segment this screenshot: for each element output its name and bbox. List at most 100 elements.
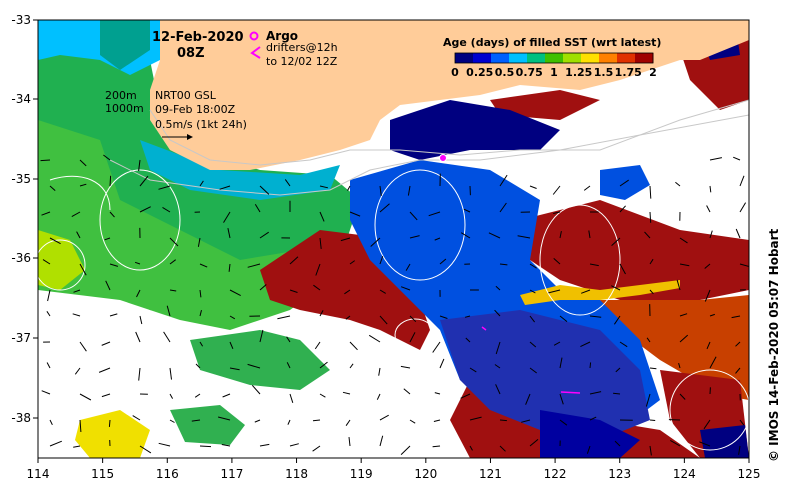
velocity-arrow: [49, 237, 61, 245]
bathymetry-contours: [109, 99, 749, 196]
velocity-arrow: [135, 331, 141, 343]
velocity-arrow: [405, 263, 411, 271]
velocity-arrow: [259, 443, 270, 447]
contour-1000-label: 1000m: [105, 102, 144, 115]
y-tick-label: -34: [11, 92, 31, 106]
velocity-arrow: [403, 388, 411, 395]
contour-west: [49, 175, 111, 211]
velocity-arrow: [499, 445, 506, 452]
velocity-arrow: [259, 284, 267, 291]
velocity-arrow: [319, 185, 329, 189]
velocity-arrow: [645, 393, 651, 407]
velocity-arrow: [319, 393, 326, 398]
velocity-arrow: [139, 315, 143, 325]
velocity-arrow: [76, 231, 81, 239]
velocity-arrow: [409, 315, 417, 323]
velocity-arrow: [644, 231, 651, 239]
velocity-arrow: [495, 285, 501, 291]
field-green-light: [38, 120, 330, 330]
eddy-contour-2: [99, 169, 181, 271]
velocity-arrow: [559, 419, 568, 426]
velocity-arrow: [138, 159, 141, 172]
velocity-arrow: [649, 258, 654, 265]
x-tick-label: 121: [479, 467, 502, 481]
x-tick-label: 125: [738, 467, 761, 481]
velocity-arrow: [589, 315, 602, 318]
y-tick-label: -36: [11, 251, 31, 265]
field-yellow-green-west: [38, 230, 85, 290]
velocity-arrow: [191, 419, 201, 422]
velocity-arrow: [649, 289, 654, 295]
velocity-arrow: [517, 235, 531, 239]
velocity-arrow: [615, 367, 621, 373]
velocity-arrow: [679, 393, 686, 400]
velocity-arrow: [613, 315, 621, 325]
x-tick-label: 124: [673, 467, 696, 481]
velocity-arrow: [348, 437, 351, 447]
velocity-arrow: [199, 263, 208, 268]
velocity-arrow: [731, 315, 741, 319]
velocity-arrow: [79, 393, 92, 401]
velocity-arrow: [409, 211, 418, 221]
velocity-arrow: [611, 285, 621, 291]
velocity-arrow: [559, 357, 563, 369]
velocity-arrow: [379, 414, 389, 421]
velocity-arrow: [79, 263, 87, 276]
velocity-arrow: [589, 263, 599, 267]
ssh-contours: [38, 169, 749, 451]
velocity-arrow: [41, 390, 51, 395]
velocity-arrow: [109, 263, 119, 267]
velocity-arrow: [469, 367, 477, 373]
velocity-arrow: [529, 315, 535, 323]
plot-frame: [37, 19, 750, 459]
velocity-arrow: [98, 367, 111, 373]
velocity-arrow: [589, 416, 597, 421]
velocity-arrow: [319, 237, 322, 249]
velocity-arrow: [227, 227, 231, 239]
colorbar-tick-label: 0.75: [516, 66, 543, 79]
velocity-arrow: [614, 440, 621, 447]
x-tick-label: 118: [285, 467, 308, 481]
velocity-arrow: [109, 175, 112, 187]
velocity-arrow: [675, 181, 681, 187]
field-bluegreen-north: [100, 20, 150, 70]
field-orange-east: [600, 295, 749, 400]
colorbar-tick-label: 0: [451, 66, 459, 79]
velocity-arrow: [46, 362, 51, 369]
x-tick-label: 117: [220, 467, 243, 481]
velocity-arrow: [679, 313, 688, 317]
velocity-arrow: [619, 341, 628, 348]
x-tick-label: 122: [544, 467, 567, 481]
velocity-arrow: [109, 211, 115, 218]
velocity-arrow: [733, 156, 741, 161]
drifter-track: [560, 391, 581, 394]
velocity-arrow: [349, 211, 361, 217]
field-blue-dark: [440, 310, 650, 440]
velocity-arrow: [223, 211, 231, 223]
velocity-arrow: [314, 341, 321, 350]
velocity-arrow: [580, 341, 591, 348]
argo-floats: [439, 154, 447, 162]
map-date: 12-Feb-2020: [152, 30, 244, 45]
x-tick-label: 115: [91, 467, 114, 481]
colorbar-frame: [454, 52, 654, 64]
velocity-arrow: [49, 440, 62, 447]
velocity-arrow: [222, 393, 231, 398]
velocity-arrow: [136, 289, 141, 298]
velocity-arrow: [739, 419, 745, 426]
velocity-arrow: [247, 263, 261, 268]
velocity-arrow: [529, 439, 539, 447]
velocity-arrow: [101, 393, 111, 398]
velocity-arrow: [103, 154, 111, 161]
field-green-patch-sw: [170, 405, 245, 445]
field-green-south: [190, 330, 330, 390]
velocity-arrow: [649, 419, 656, 421]
info-block: 200m 1000m NRT00 GSL 09-Feb 18:00Z 0.5m/…: [105, 89, 247, 140]
velocity-arrow: [259, 231, 269, 239]
symbol-legend: Argo drifters@12h to 12/02 12Z: [249, 29, 338, 68]
velocity-arrow: [105, 280, 111, 291]
y-tick-label: -37: [11, 331, 31, 345]
velocity-arrow: [525, 393, 531, 405]
credit-label: © IMOS 14-Feb-2020 05:07 Hobart: [767, 228, 781, 462]
field-navy-south: [540, 410, 640, 458]
